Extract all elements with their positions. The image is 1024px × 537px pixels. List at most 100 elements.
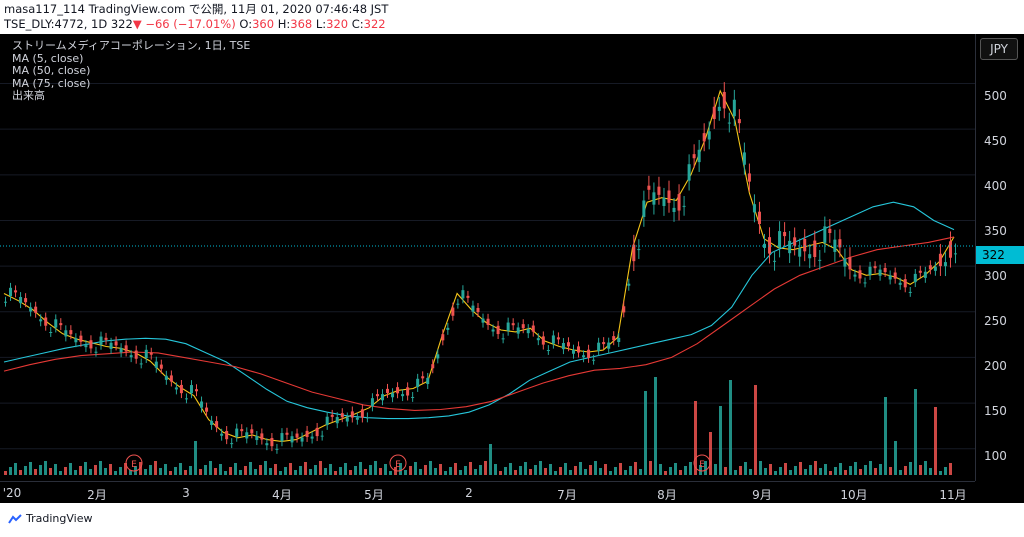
candle-body [682,205,686,207]
candle-body [205,407,209,412]
volume-bar [14,463,17,475]
currency-button[interactable]: JPY [980,38,1018,60]
volume-bar [484,461,487,475]
candle-body [335,417,339,424]
candle-body [375,394,379,397]
candle-body [466,295,470,298]
volume-bar [519,466,522,475]
candle-body [556,337,560,340]
candle-body [757,211,761,225]
volume-bar [29,462,32,475]
candle-body [476,307,480,313]
candle-body [491,329,495,332]
candle-body [4,301,7,303]
volume-bar [729,380,732,475]
volume-bar [549,464,552,475]
volume-bar [614,467,617,475]
candle-body [813,240,817,258]
volume-bar [179,463,182,475]
candle-body [315,427,319,437]
volume-bar [859,469,862,475]
candle-body [54,319,58,328]
volume-bar [939,471,942,475]
legend-ma5[interactable]: MA (5, close) [12,51,84,65]
legend-volume[interactable]: 出来高 [12,89,45,102]
volume-bar [324,468,327,475]
candle-body [587,349,591,358]
volume-bar [489,444,492,475]
candle-body [501,338,505,340]
candle-body [617,337,621,342]
candle-body [265,443,269,446]
volume-bar [744,462,747,475]
volume-bar [449,467,452,475]
candle-body [667,190,671,203]
volume-bar [419,469,422,475]
volume-bar [284,467,287,475]
candle-body [652,192,656,205]
volume-bar [834,467,837,475]
volume-bar [639,469,642,475]
candle-body [778,231,782,248]
volume-bar [674,463,677,475]
candle-body [69,330,73,335]
volume-bar [319,461,322,475]
volume-bar [504,467,507,475]
candle-body [637,249,641,251]
volume-bar [299,466,302,475]
candle-body [868,266,872,275]
candle-body [380,394,384,401]
candle-body [456,303,460,305]
candle-body [451,307,455,316]
candle-body [551,335,555,344]
time-axis[interactable]: '20 2月 3 4月 5月 2 7月 8月 9月 10月 11月 [0,481,975,504]
low-value: 320 [326,17,349,31]
candle-body [350,411,354,418]
candle-body [798,248,802,257]
candle-body [139,363,143,365]
ma-line-2 [3,236,955,411]
volume-bar [174,467,177,475]
candle-body [104,337,108,340]
legend-title[interactable]: ストリームメディアコーポレーション, 1日, TSE [12,39,251,52]
candle-body [647,185,651,190]
candle-body [386,388,390,393]
candle-body [189,385,193,394]
volume-bar [99,461,102,475]
legend-ma50[interactable]: MA (50, close) [12,64,91,77]
candle-body [355,417,359,420]
candle-body [788,240,792,254]
volume-bar [234,463,237,475]
volume-bar [389,471,392,475]
volume-bar [554,471,557,475]
volume-bar [69,463,72,475]
candle-body [888,275,892,280]
candle-body [99,336,103,345]
volume-bar [734,470,737,475]
candle-body [853,274,857,277]
candle-body [838,239,842,248]
earnings-marker-label: E [131,460,137,470]
volume-bar [789,470,792,475]
volume-bar [924,461,927,475]
volume-bar [244,466,247,475]
candle-body [722,91,726,109]
candle-body [280,433,284,442]
volume-bar [89,469,92,475]
candle-body [285,432,289,435]
high-value: 368 [290,17,313,31]
volume-bar [334,471,337,475]
legend-ma75[interactable]: MA (75, close) [12,76,91,90]
candle-body [546,350,550,351]
candle-body [541,336,545,345]
candle-body [396,387,400,394]
price-tick: 100 [984,449,1007,463]
volume-bar [884,397,887,475]
volume-bar [784,463,787,475]
volume-bar [659,464,662,475]
tradingview-brand[interactable]: TradingView [8,512,92,525]
time-tick: 2 [465,486,473,500]
volume-bar [114,471,117,475]
volume-bar [714,464,717,475]
